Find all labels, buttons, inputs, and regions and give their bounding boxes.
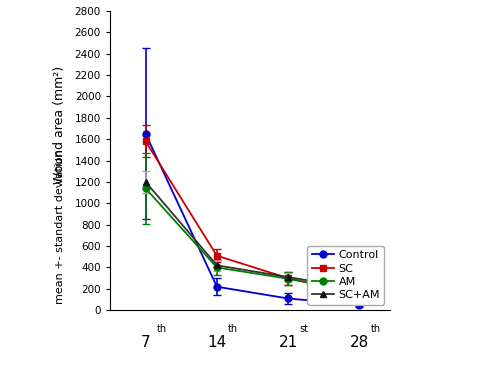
Text: 7: 7 <box>141 335 150 350</box>
Text: st: st <box>300 324 308 334</box>
Text: th: th <box>370 324 380 334</box>
Text: 21: 21 <box>278 335 298 350</box>
Text: 14: 14 <box>208 335 227 350</box>
Text: th: th <box>156 324 167 334</box>
Text: Wound area (mm²): Wound area (mm²) <box>53 66 66 184</box>
Text: th: th <box>228 324 238 334</box>
Text: 28: 28 <box>350 335 369 350</box>
Legend: Control, SC, AM, SC+AM: Control, SC, AM, SC+AM <box>308 246 384 305</box>
Text: mean +- standart deviation: mean +- standart deviation <box>54 149 64 304</box>
